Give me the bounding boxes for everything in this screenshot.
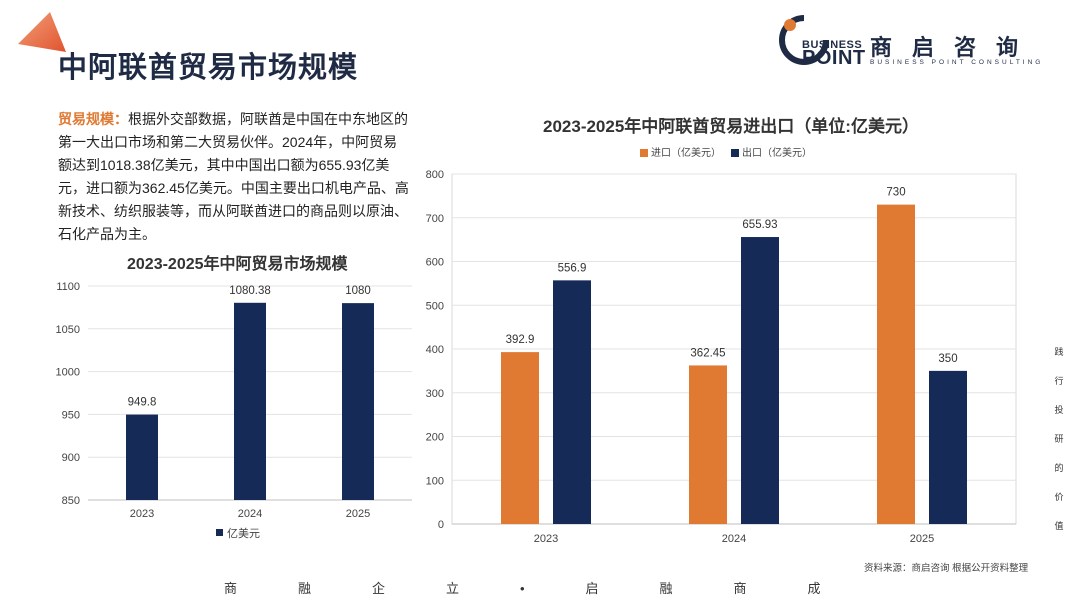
y-tick-label: 500: [426, 300, 444, 312]
trade-scale-chart: 850 900 950 1000 1050 1100 949.8 2023 1080.38 202…: [56, 281, 412, 540]
logo-point-text: POINT: [802, 47, 866, 69]
y-tick-label: 400: [426, 344, 444, 356]
company-logo: BUSINESS POINT 商启咨询 BUSINESS POINT CONSU…: [778, 14, 1068, 70]
legend-swatch: [731, 149, 739, 158]
corner-triangle-decoration: [18, 12, 66, 52]
side-vertical-text: 践 行 投 研 的 价 值: [1054, 347, 1064, 531]
right-chart-title: 2023-2025年中阿联酋贸易进出口（单位:亿美元）: [543, 117, 919, 136]
bar-2023-export: [553, 280, 591, 524]
footer-slogan: 商融企立•启融商成: [224, 581, 882, 596]
y-tick-label: 1050: [56, 324, 80, 336]
data-label: 949.8: [128, 397, 157, 409]
bar-2023-import: [501, 352, 539, 524]
logo-tagline: BUSINESS POINT CONSULTING: [870, 59, 1044, 66]
y-tick-label: 700: [426, 213, 444, 225]
right-chart-legend: 进口（亿美元） 出口（亿美元）: [640, 144, 822, 159]
x-tick-label: 2024: [238, 508, 262, 520]
bar-2024-total: [234, 302, 266, 500]
y-tick-label: 1000: [56, 367, 80, 379]
source-note: 资料来源：商启咨询 根据公开资料整理: [864, 563, 1029, 574]
y-tick-label: 1100: [56, 281, 80, 293]
logo-business-text: BUSINESS: [802, 39, 863, 51]
y-tick-label: 850: [62, 495, 80, 507]
logo-chinese-name: 商启咨询: [870, 35, 1039, 60]
data-label: 362.45: [690, 347, 725, 359]
bar-2025-export: [929, 370, 967, 524]
y-tick-label: 600: [426, 257, 444, 269]
bar-2023-total: [126, 414, 158, 500]
data-label: 556.9: [558, 262, 587, 274]
legend-swatch: [640, 149, 648, 158]
x-tick-label: 2025: [346, 508, 370, 520]
y-tick-label: 0: [438, 519, 444, 531]
data-label: 392.9: [506, 334, 535, 346]
legend-label: 进口（亿美元）: [651, 148, 721, 159]
x-tick-label: 2023: [130, 508, 154, 520]
y-tick-label: 300: [426, 388, 444, 400]
legend-item-import: 进口（亿美元）: [640, 144, 721, 159]
y-tick-label: 900: [62, 452, 80, 464]
data-label: 1080: [345, 285, 371, 297]
y-tick-label: 800: [426, 169, 444, 181]
left-chart-title: 2023-2025年中阿贸易市场规模: [127, 256, 348, 273]
data-label: 350: [938, 353, 957, 365]
bar-2024-import: [689, 365, 727, 524]
data-label: 730: [886, 187, 905, 199]
bar-2025-total: [342, 303, 374, 500]
legend-swatch: [216, 529, 223, 536]
description-text: 根据外交部数据，阿联酋是中国在中东地区的第一大出口市场和第二大贸易伙伴。2024…: [58, 111, 409, 242]
import-export-chart: 0 100 200 300 400 500 600 700 800 392.9 556.9 2023 3…: [426, 169, 1017, 545]
y-tick-label: 950: [62, 409, 80, 421]
y-tick-label: 100: [426, 475, 444, 487]
legend-label: 亿美元: [227, 527, 260, 540]
trade-description: 贸易规模：根据外交部数据，阿联酋是中国在中东地区的第一大出口市场和第二大贸易伙伴…: [58, 108, 410, 246]
x-tick-label: 2023: [534, 533, 558, 545]
page-title: 中阿联酋贸易市场规模: [58, 52, 359, 84]
logo-mark-icon: [779, 15, 829, 65]
bar-2024-export: [741, 237, 779, 524]
x-tick-label: 2025: [910, 533, 934, 545]
x-tick-label: 2024: [722, 533, 746, 545]
data-label: 655.93: [742, 219, 777, 231]
data-label: 1080.38: [229, 285, 271, 297]
y-tick-label: 200: [426, 432, 444, 444]
bar-2025-import: [877, 204, 915, 524]
description-label: 贸易规模：: [58, 111, 128, 127]
legend-item-export: 出口（亿美元）: [731, 144, 812, 159]
legend-label: 出口（亿美元）: [742, 148, 812, 159]
